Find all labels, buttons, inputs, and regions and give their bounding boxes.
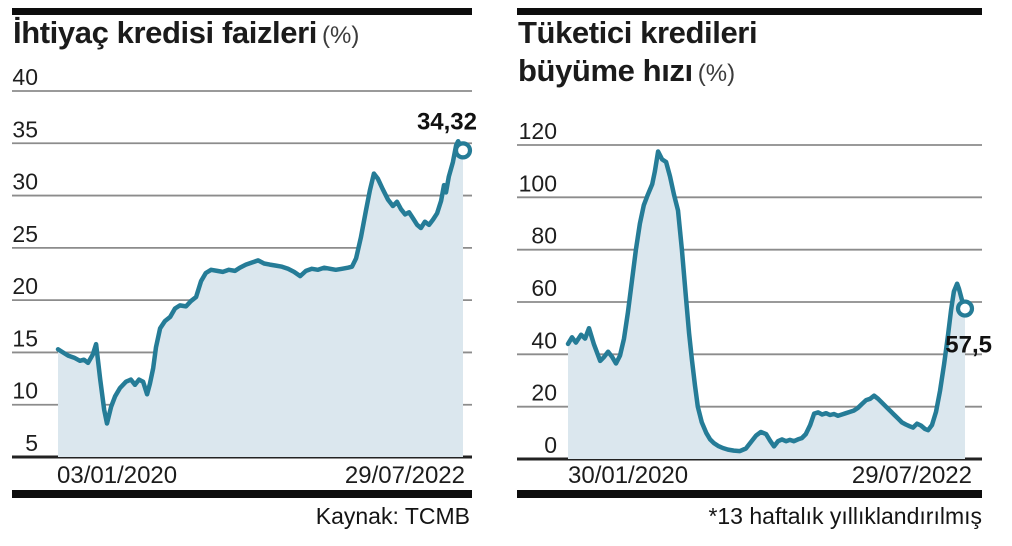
chart-title-text-line2: büyüme hızı [518, 53, 693, 88]
x-axis-label-end: 29/07/2022 [851, 462, 972, 489]
series-line [55, 138, 466, 426]
area-fill [58, 141, 463, 457]
y-tick-label: 60 [531, 275, 557, 301]
y-tick-label: 35 [12, 116, 38, 142]
chart-title-text: İhtiyaç kredisi faizleri [13, 15, 317, 50]
y-tick-label: 0 [544, 432, 557, 458]
bottom-rule [517, 490, 982, 498]
y-tick-label: 80 [531, 223, 557, 249]
footnote: *13 haftalık yıllıklandırılmış [708, 503, 982, 529]
line-chart-canvas: 120 100 80 60 40 20 0 57,5 [517, 118, 992, 461]
source-note: Kaynak: TCMB [315, 503, 470, 529]
bottom-rule [12, 490, 472, 498]
area-fill [568, 151, 965, 459]
y-tick-label: 20 [531, 380, 557, 406]
top-rule [12, 8, 472, 15]
x-axis-labels: 30/01/2020 29/07/2022 [517, 462, 982, 490]
series-line [565, 149, 968, 454]
x-axis-label-end: 29/07/2022 [344, 462, 465, 489]
line-chart-canvas: 40 35 30 25 20 15 10 5 34,32 [12, 64, 477, 459]
y-tick-label: 100 [519, 170, 557, 196]
chart-unit-label: (%) [697, 60, 736, 87]
chart-unit-label: (%) [322, 22, 360, 49]
loan-growth-chart: Tüketici kredileri büyüme hızı (%) 120 100 8… [517, 0, 992, 546]
chart-title-text-line1: Tüketici kredileri [518, 15, 758, 50]
top-rule [517, 8, 982, 15]
x-axis-label-start: 30/01/2020 [568, 462, 689, 489]
last-point-marker [453, 141, 473, 160]
x-axis-labels: 03/01/2020 29/07/2022 [12, 462, 472, 490]
last-value-label: 34,32 [417, 108, 477, 135]
x-axis-label-start: 03/01/2020 [57, 462, 178, 489]
y-tick-label: 40 [12, 64, 38, 90]
chart-title: İhtiyaç kredisi faizleri (%) [13, 14, 359, 55]
y-tick-label: 20 [12, 273, 38, 299]
last-value-label: 57,5 [945, 332, 992, 359]
chart-title: Tüketici kredileri büyüme hızı (%) [518, 14, 758, 93]
consumer-loan-rate-chart: İhtiyaç kredisi faizleri (%) 40 35 30 25 20 15… [12, 0, 477, 546]
y-tick-label: 40 [531, 327, 557, 353]
last-point-marker [955, 299, 975, 318]
y-tick-label: 120 [519, 118, 557, 144]
y-tick-label: 15 [12, 325, 38, 351]
y-tick-label: 10 [12, 378, 38, 404]
y-tick-label: 30 [12, 169, 38, 195]
y-tick-label: 25 [12, 221, 38, 247]
y-tick-label: 5 [25, 430, 38, 456]
